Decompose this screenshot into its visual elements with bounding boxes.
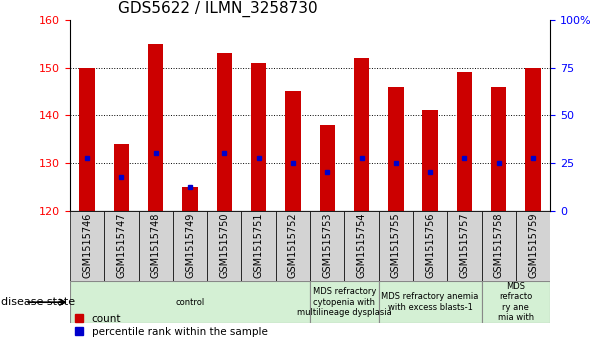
Bar [457,72,472,211]
Bar [516,211,550,281]
Bar [139,211,173,281]
Bar [525,68,541,211]
Bar [276,211,310,281]
Bar [491,87,506,211]
Bar [148,44,164,211]
Bar [216,53,232,211]
Text: GSM1515751: GSM1515751 [254,213,264,278]
Bar [182,187,198,211]
Text: MDS
refracto
ry ane
mia with: MDS refracto ry ane mia with [498,282,534,322]
Text: GSM1515749: GSM1515749 [185,213,195,278]
Bar [80,68,95,211]
Text: GSM1515759: GSM1515759 [528,213,538,278]
Bar [310,281,379,323]
Bar [423,110,438,211]
Bar [241,211,276,281]
Text: GSM1515750: GSM1515750 [219,213,229,278]
Bar [482,211,516,281]
Bar [173,211,207,281]
Bar [207,211,241,281]
Bar [70,281,310,323]
Text: MDS refractory
cytopenia with
multilineage dysplasia: MDS refractory cytopenia with multilinea… [297,287,392,317]
Bar [320,125,335,211]
Bar [251,63,266,211]
Text: GSM1515748: GSM1515748 [151,213,161,278]
Bar [344,211,379,281]
Bar [413,211,447,281]
Text: GDS5622 / ILMN_3258730: GDS5622 / ILMN_3258730 [118,1,317,17]
Text: control: control [175,298,205,307]
Text: GSM1515758: GSM1515758 [494,213,504,278]
Bar [114,144,129,211]
Text: GSM1515752: GSM1515752 [288,213,298,278]
Bar [104,211,139,281]
Legend: count, percentile rank within the sample: count, percentile rank within the sample [75,314,268,337]
Bar [447,211,482,281]
Bar [482,281,550,323]
Text: GSM1515754: GSM1515754 [356,213,367,278]
Bar [354,58,369,211]
Bar [285,91,300,211]
Bar [388,87,404,211]
Text: GSM1515755: GSM1515755 [391,213,401,278]
Text: GSM1515753: GSM1515753 [322,213,332,278]
Text: GSM1515746: GSM1515746 [82,213,92,278]
Bar [379,281,482,323]
Bar [70,211,104,281]
Text: GSM1515757: GSM1515757 [460,213,469,278]
Text: disease state: disease state [1,297,75,307]
Text: GSM1515747: GSM1515747 [116,213,126,278]
Text: MDS refractory anemia
with excess blasts-1: MDS refractory anemia with excess blasts… [381,293,479,312]
Bar [310,211,344,281]
Text: GSM1515756: GSM1515756 [425,213,435,278]
Bar [379,211,413,281]
